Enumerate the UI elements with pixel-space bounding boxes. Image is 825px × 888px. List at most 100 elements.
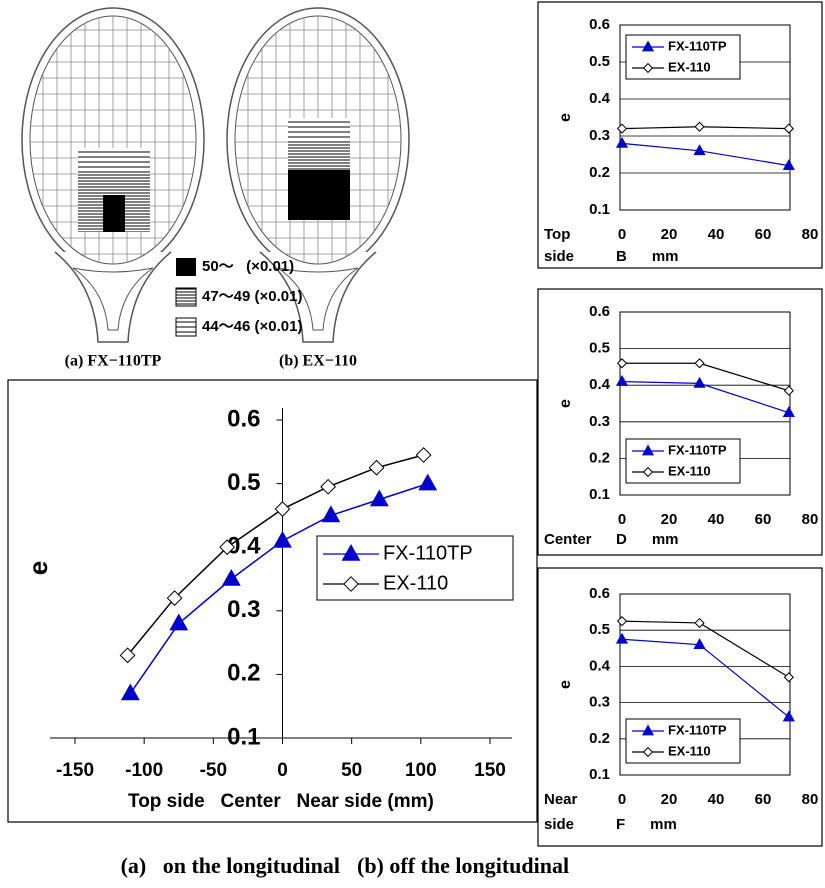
y-axis-label: e bbox=[557, 680, 574, 689]
y-tick-label: 0.2 bbox=[227, 660, 260, 687]
legend-text: 44～46 (×0.01) bbox=[202, 318, 302, 335]
marker bbox=[783, 123, 794, 134]
marker bbox=[221, 568, 241, 586]
y-tick-label: 0.1 bbox=[589, 201, 610, 218]
x-tick-label: 80 bbox=[802, 511, 819, 528]
x-tick-label: 60 bbox=[755, 226, 772, 243]
x-tick-label: 40 bbox=[708, 511, 725, 528]
chart-frame bbox=[7, 379, 538, 823]
y-tick-label: 0.1 bbox=[589, 486, 610, 503]
x-tick-label: 150 bbox=[474, 760, 506, 781]
marker bbox=[783, 385, 794, 396]
marker bbox=[642, 466, 654, 478]
position-label: side bbox=[544, 248, 574, 265]
x-tick-label: -150 bbox=[56, 760, 94, 781]
marker bbox=[274, 501, 291, 517]
x-tick-label: 80 bbox=[802, 226, 819, 243]
marker bbox=[641, 724, 655, 736]
legend-swatch bbox=[175, 317, 197, 337]
marker bbox=[320, 478, 337, 495]
shade bbox=[78, 148, 150, 170]
marker bbox=[368, 459, 385, 476]
y-tick-label: 0.3 bbox=[589, 694, 610, 711]
legend-label: EX-110 bbox=[668, 59, 711, 74]
x-tick-label: 0 bbox=[618, 791, 626, 808]
x-tick-label: 80 bbox=[802, 791, 819, 808]
marker bbox=[694, 121, 705, 132]
marker bbox=[694, 358, 705, 369]
x-axis-label: F mm bbox=[616, 816, 677, 833]
marker bbox=[615, 136, 629, 148]
x-tick-label: 0 bbox=[618, 511, 626, 528]
marker bbox=[782, 406, 795, 417]
legend-text: 50～ (×0.01) bbox=[202, 258, 294, 275]
strings bbox=[235, 16, 401, 264]
marker bbox=[641, 40, 655, 52]
y-axis-label: e bbox=[23, 561, 53, 575]
legend-label: FX-110TP bbox=[383, 542, 473, 564]
marker bbox=[783, 672, 794, 683]
legend-text: 47～49 (×0.01) bbox=[202, 288, 302, 305]
y-axis-label: e bbox=[557, 113, 574, 122]
x-tick-label: 60 bbox=[755, 511, 772, 528]
position-label: Near bbox=[544, 791, 578, 808]
marker bbox=[418, 473, 438, 491]
x-tick-label: 20 bbox=[661, 791, 678, 808]
position-label: Top bbox=[544, 226, 570, 243]
marker bbox=[694, 617, 705, 629]
x-axis-label: D mm bbox=[616, 531, 679, 548]
legend-label: EX-110 bbox=[383, 572, 448, 594]
y-tick-label: 0.5 bbox=[589, 340, 610, 357]
y-tick-label: 0.1 bbox=[589, 766, 610, 783]
x-axis-label: B mm bbox=[616, 248, 679, 265]
y-tick-label: 0.5 bbox=[589, 621, 610, 638]
y-tick-label: 0.6 bbox=[589, 16, 610, 33]
y-tick-label: 0.2 bbox=[589, 730, 610, 747]
x-tick-label: 40 bbox=[708, 226, 725, 243]
marker bbox=[166, 590, 183, 606]
y-tick-label: 0.6 bbox=[589, 585, 610, 602]
marker bbox=[615, 632, 629, 644]
y-tick-label: 0.5 bbox=[227, 469, 260, 496]
legend-box bbox=[625, 438, 741, 484]
y-axis-label: e bbox=[557, 399, 574, 408]
position-label: Center bbox=[544, 531, 592, 548]
y-tick-label: 0.2 bbox=[589, 449, 610, 466]
legend-box bbox=[625, 34, 741, 80]
y-tick-label: 0.4 bbox=[589, 90, 611, 107]
marker bbox=[693, 144, 706, 156]
x-tick-label: 0 bbox=[277, 760, 288, 781]
y-tick-label: 0.3 bbox=[589, 127, 610, 144]
caption: (b) off the longitudinal bbox=[357, 853, 569, 878]
marker bbox=[119, 647, 136, 664]
marker bbox=[641, 444, 655, 456]
legend-label: FX-110TP bbox=[668, 38, 727, 53]
y-tick-label: 0.2 bbox=[589, 164, 610, 181]
marker bbox=[642, 746, 654, 758]
racket-label: (b) EX−110 bbox=[279, 353, 357, 370]
marker bbox=[616, 616, 628, 627]
y-tick-label: 0.3 bbox=[589, 413, 610, 430]
racket-throat-inner bbox=[277, 267, 359, 331]
marker bbox=[615, 375, 629, 386]
racket-throat-inner bbox=[72, 267, 154, 331]
x-tick-label: 50 bbox=[341, 760, 362, 781]
legend-swatch bbox=[176, 258, 196, 276]
marker bbox=[616, 123, 628, 134]
x-tick-label: -100 bbox=[125, 760, 163, 781]
shade bbox=[288, 118, 350, 140]
x-tick-label: 0 bbox=[618, 226, 626, 243]
marker bbox=[219, 539, 236, 556]
marker bbox=[273, 530, 292, 548]
y-tick-label: 0.1 bbox=[227, 723, 260, 750]
legend-box bbox=[625, 718, 741, 764]
racket-label: (a) FX−110TP bbox=[65, 353, 162, 370]
legend-swatch bbox=[175, 287, 197, 307]
marker bbox=[321, 505, 341, 523]
marker bbox=[693, 376, 706, 388]
position-label: side bbox=[544, 816, 574, 833]
x-axis-label: Top side Center Near side (mm) bbox=[128, 791, 434, 812]
marker bbox=[782, 710, 795, 722]
legend-label: FX-110TP bbox=[668, 442, 727, 457]
y-tick-label: 0.4 bbox=[589, 657, 611, 674]
